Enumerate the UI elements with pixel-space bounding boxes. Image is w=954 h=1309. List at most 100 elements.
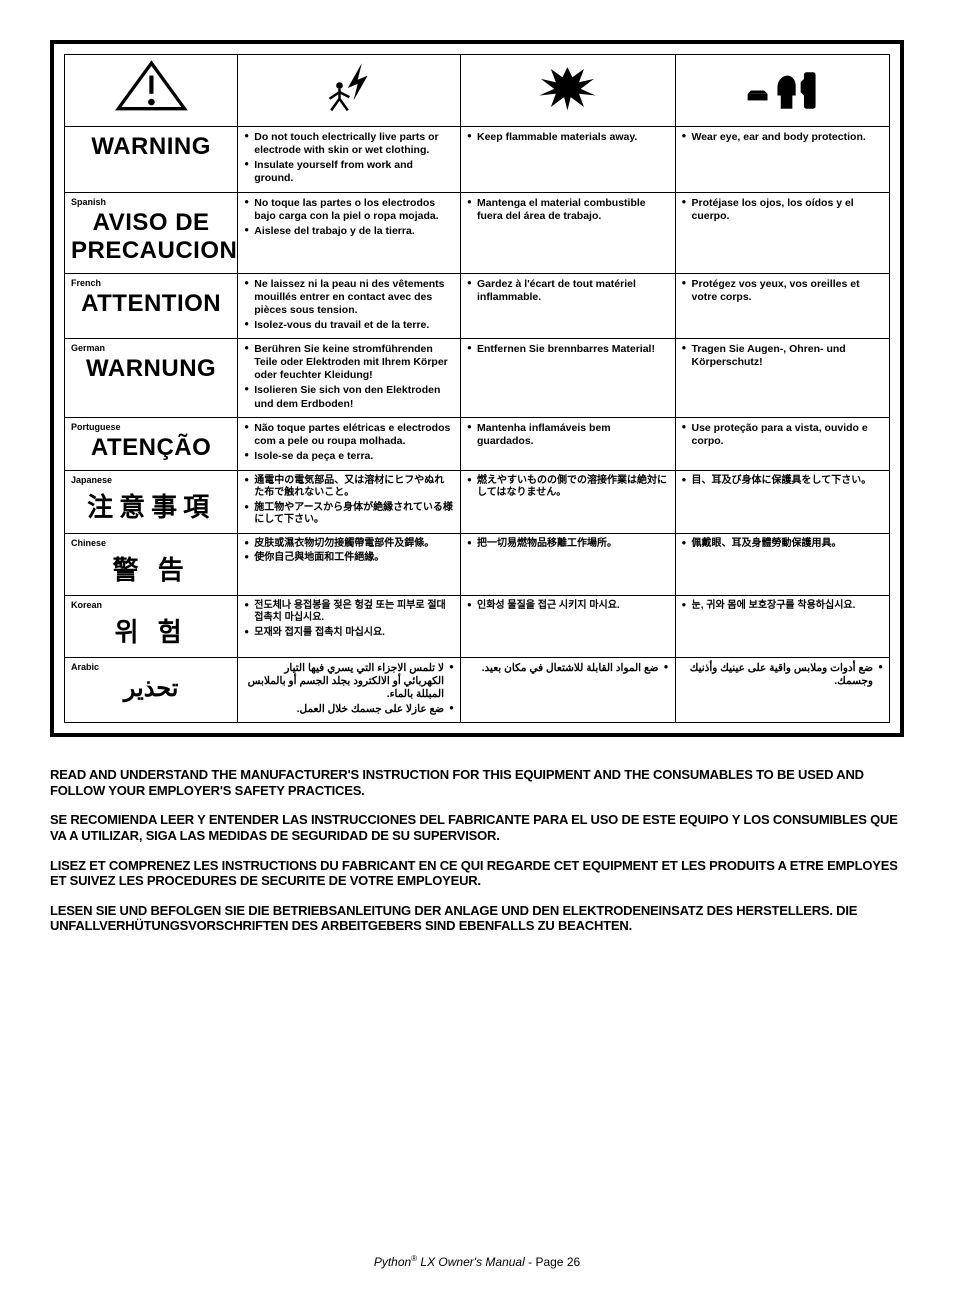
language-label: French bbox=[71, 278, 231, 288]
hazard-electrical-cell: Não toque partes elétricas e electrodos … bbox=[238, 417, 461, 470]
hazard-fire-cell: 燃えやすいものの側での溶接作業は絶対にしてはなりません。 bbox=[461, 470, 676, 533]
bullet-list: Wear eye, ear and body protection. bbox=[682, 131, 884, 144]
page-footer: Python® LX Owner's Manual - Page 26 bbox=[50, 1254, 904, 1269]
bullet-list: Protégez vos yeux, vos oreilles et votre… bbox=[682, 278, 884, 304]
bullet-list: Ne laissez ni la peau ni des vêtements m… bbox=[244, 278, 454, 333]
footer-model: LX Owner's Manual bbox=[420, 1255, 524, 1269]
bullet-list: Protéjase los ojos, los oídos y el cuerp… bbox=[682, 197, 884, 223]
bullet-item: Use proteção para a vista, ouvido e corp… bbox=[682, 422, 884, 448]
hazard-electrical-cell: Do not touch electrically live parts or … bbox=[238, 127, 461, 193]
warning-word: WARNUNG bbox=[71, 353, 231, 387]
bullet-item: ضع عازلا على جسمك خلال العمل. bbox=[244, 703, 454, 716]
warning-word-cell: Chinese警 告 bbox=[65, 533, 238, 595]
warning-word: 警 告 bbox=[71, 548, 231, 591]
ppe-icon bbox=[741, 59, 824, 117]
bullet-list: لا تلمس الاجزاء التي يسري فيها التيار ال… bbox=[244, 662, 454, 717]
bullet-item: ضع المواد القابلة للاشتعال في مكان بعيد. bbox=[467, 662, 669, 675]
footer-page-label: Page bbox=[535, 1255, 563, 1269]
bullet-item: 目、耳及び身体に保護具をして下さい。 bbox=[682, 475, 884, 488]
hazard-ppe-cell: Protéjase los ojos, los oídos y el cuerp… bbox=[675, 192, 890, 273]
bullet-item: Mantenga el material combustible fuera d… bbox=[467, 197, 669, 223]
table-row: WARNING Do not touch electrically live pa… bbox=[65, 127, 890, 193]
bullet-item: 燃えやすいものの側での溶接作業は絶対にしてはなりません。 bbox=[467, 475, 669, 500]
hazard-ppe-cell: ضع أدوات وملابس واقية على عينيك وأذنيك و… bbox=[675, 657, 890, 723]
bullet-list: ضع المواد القابلة للاشتعال في مكان بعيد. bbox=[467, 662, 669, 675]
bullet-item: لا تلمس الاجزاء التي يسري فيها التيار ال… bbox=[244, 662, 454, 701]
warning-word-cell: WARNING bbox=[65, 127, 238, 193]
hazard-electrical-cell: Berühren Sie keine stromführenden Teile … bbox=[238, 339, 461, 418]
hazard-ppe-cell: Tragen Sie Augen-, Ohren- und Körperschu… bbox=[675, 339, 890, 418]
icon-cell-ppe bbox=[675, 55, 890, 127]
instruction-paragraph: SE RECOMIENDA LEER Y ENTENDER LAS INSTRU… bbox=[50, 812, 904, 843]
warning-word: WARNING bbox=[71, 131, 231, 165]
hazard-ppe-cell: Use proteção para a vista, ouvido e corp… bbox=[675, 417, 890, 470]
bullet-item: Wear eye, ear and body protection. bbox=[682, 131, 884, 144]
bullet-item: 皮肤或濕衣物切勿接觸帶電部件及銲條。 bbox=[244, 538, 454, 551]
language-label: Chinese bbox=[71, 538, 231, 548]
bullet-list: 佩戴眼、耳及身體勞動保護用具。 bbox=[682, 538, 884, 551]
hazard-fire-cell: ضع المواد القابلة للاشتعال في مكان بعيد. bbox=[461, 657, 676, 723]
bullet-item: Mantenha inflamáveis bem guardados. bbox=[467, 422, 669, 448]
footer-page-num: 26 bbox=[567, 1255, 580, 1269]
table-row: PortugueseATENÇÃONão toque partes elétri… bbox=[65, 417, 890, 470]
bullet-list: 인화성 물질을 접근 시키지 마시요. bbox=[467, 600, 669, 613]
bullet-list: Não toque partes elétricas e electrodos … bbox=[244, 422, 454, 463]
table-row: Japanese注意事項通電中の電気部品、又は溶材にヒフやぬれた布で触れないこと… bbox=[65, 470, 890, 533]
bullet-list: Do not touch electrically live parts or … bbox=[244, 131, 454, 186]
warning-word: 위 험 bbox=[71, 610, 231, 653]
icon-cell-warning-triangle bbox=[65, 55, 238, 127]
bullet-list: 目、耳及び身体に保護具をして下さい。 bbox=[682, 475, 884, 488]
bullet-list: Tragen Sie Augen-, Ohren- und Körperschu… bbox=[682, 343, 884, 369]
bullet-list: ضع أدوات وملابس واقية على عينيك وأذنيك و… bbox=[682, 662, 884, 688]
bullet-item: Isole-se da peça e terra. bbox=[244, 450, 454, 463]
language-label: German bbox=[71, 343, 231, 353]
bullet-item: Do not touch electrically live parts or … bbox=[244, 131, 454, 157]
hazard-electrical-cell: لا تلمس الاجزاء التي يسري فيها التيار ال… bbox=[238, 657, 461, 723]
bullet-list: Berühren Sie keine stromführenden Teile … bbox=[244, 343, 454, 411]
bullet-list: 눈, 귀와 몸에 보호장구를 착용하십시요. bbox=[682, 600, 884, 613]
table-row: SpanishAVISO DE PRECAUCIONNo toque las p… bbox=[65, 192, 890, 273]
bullet-item: Isolieren Sie sich von den Elektroden un… bbox=[244, 384, 454, 410]
bullet-list: 皮肤或濕衣物切勿接觸帶電部件及銲條。使你自己與地面和工件絕緣。 bbox=[244, 538, 454, 565]
bullet-item: ضع أدوات وملابس واقية على عينيك وأذنيك و… bbox=[682, 662, 884, 688]
table-row: FrenchATTENTIONNe laissez ni la peau ni … bbox=[65, 273, 890, 339]
hazard-fire-cell: Gardez à l'écart de tout matériel inflam… bbox=[461, 273, 676, 339]
warning-word-cell: GermanWARNUNG bbox=[65, 339, 238, 418]
hazard-electrical-cell: 皮肤或濕衣物切勿接觸帶電部件及銲條。使你自己與地面和工件絕緣。 bbox=[238, 533, 461, 595]
bullet-list: Keep flammable materials away. bbox=[467, 131, 669, 144]
bullet-list: 燃えやすいものの側での溶接作業は絶対にしてはなりません。 bbox=[467, 475, 669, 500]
bullet-item: Protéjase los ojos, los oídos y el cuerp… bbox=[682, 197, 884, 223]
bullet-item: Keep flammable materials away. bbox=[467, 131, 669, 144]
warning-word-cell: PortugueseATENÇÃO bbox=[65, 417, 238, 470]
bullet-item: 모재와 접지를 접촉치 마십시요. bbox=[244, 627, 454, 640]
warning-triangle-icon bbox=[110, 59, 193, 117]
fire-explosion-icon bbox=[526, 59, 609, 117]
warning-word: تحذير bbox=[71, 672, 231, 707]
safety-frame: WARNING Do not touch electrically live pa… bbox=[50, 40, 904, 737]
bullet-item: Berühren Sie keine stromführenden Teile … bbox=[244, 343, 454, 382]
bullet-item: 把一切易燃物品移離工作場所。 bbox=[467, 538, 669, 551]
bullet-item: Aislese del trabajo y de la tierra. bbox=[244, 225, 454, 238]
hazard-ppe-cell: 目、耳及び身体に保護具をして下さい。 bbox=[675, 470, 890, 533]
bullet-list: Use proteção para a vista, ouvido e corp… bbox=[682, 422, 884, 448]
bullet-item: 通電中の電気部品、又は溶材にヒフやぬれた布で触れないこと。 bbox=[244, 475, 454, 500]
bullet-item: Insulate yourself from work and ground. bbox=[244, 159, 454, 185]
electric-shock-icon bbox=[308, 59, 391, 117]
hazard-fire-cell: 把一切易燃物品移離工作場所。 bbox=[461, 533, 676, 595]
language-label: Korean bbox=[71, 600, 231, 610]
table-row: Chinese警 告皮肤或濕衣物切勿接觸帶電部件及銲條。使你自己與地面和工件絕緣… bbox=[65, 533, 890, 595]
bullet-list: Gardez à l'écart de tout matériel inflam… bbox=[467, 278, 669, 304]
bullet-item: No toque las partes o los electrodos baj… bbox=[244, 197, 454, 223]
hazard-fire-cell: Mantenga el material combustible fuera d… bbox=[461, 192, 676, 273]
bullet-list: Mantenha inflamáveis bem guardados. bbox=[467, 422, 669, 448]
bullet-item: 인화성 물질을 접근 시키지 마시요. bbox=[467, 600, 669, 613]
bullet-item: Protégez vos yeux, vos oreilles et votre… bbox=[682, 278, 884, 304]
bullet-list: 把一切易燃物品移離工作場所。 bbox=[467, 538, 669, 551]
language-label: Japanese bbox=[71, 475, 231, 485]
warning-word-cell: Japanese注意事項 bbox=[65, 470, 238, 533]
instruction-paragraph: READ AND UNDERSTAND THE MANUFACTURER'S I… bbox=[50, 767, 904, 798]
hazard-ppe-cell: Wear eye, ear and body protection. bbox=[675, 127, 890, 193]
instruction-paragraph: LESEN SIE UND BEFOLGEN SIE DIE BETRIEBSA… bbox=[50, 903, 904, 934]
bullet-item: 눈, 귀와 몸에 보호장구를 착용하십시요. bbox=[682, 600, 884, 613]
bullet-list: 通電中の電気部品、又は溶材にヒフやぬれた布で触れないこと。施工物やアースから身体… bbox=[244, 475, 454, 527]
